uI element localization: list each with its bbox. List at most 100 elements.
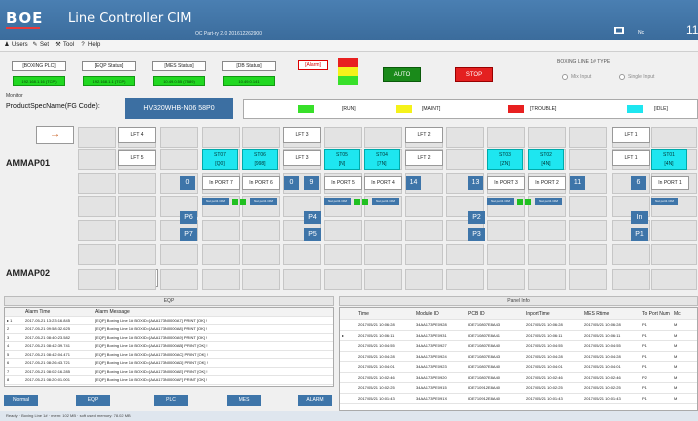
menu-tool[interactable]: ⚒ Tool <box>55 42 75 48</box>
in-port[interactable]: In PORT 4 <box>364 176 402 190</box>
alarm-indicator[interactable]: [Alarm] <box>298 60 328 70</box>
table-row[interactable]: 2017/05/21 10:04:01 34AA173PE0923 IDE71080… <box>340 362 697 373</box>
conveyor-cell <box>364 220 402 241</box>
conveyor-cell <box>118 220 156 241</box>
in-port[interactable]: In PORT 7 <box>202 176 240 190</box>
help-icon: ? <box>81 42 85 48</box>
table-row[interactable]: ▸ 2017/05/21 10:06:11 34AA173PE0931 IDE7108… <box>340 331 697 341</box>
users-icon: ♟ <box>4 42 10 48</box>
lft-box[interactable]: LFT 3 <box>283 150 321 166</box>
normal-button[interactable]: Normal <box>4 395 38 406</box>
menu-bar: ♟ Users ✎ Set ⚒ Tool ? Help <box>0 40 698 52</box>
lft-box[interactable]: LFT 2 <box>405 127 443 143</box>
user-label: Nc <box>638 30 645 36</box>
conveyor-cell <box>78 127 116 148</box>
cim-led <box>362 199 368 205</box>
port-id: In <box>631 211 648 224</box>
table-row[interactable]: 2017/05/21 10:01:43 34AA173PE091X IDE71091… <box>340 394 697 404</box>
table-row[interactable]: 5 2017-05-21 08:42:04.471 [EQP] Boxing Lin… <box>5 351 333 359</box>
table-row[interactable]: 2017/05/21 10:06:28 34AA173PE0928 IDE71080… <box>340 320 697 331</box>
station-st07[interactable]: ST07 [Q0] <box>202 149 238 170</box>
user-icon[interactable] <box>614 26 624 35</box>
mes-button[interactable]: MES <box>227 395 261 406</box>
conveyor-cell <box>324 244 362 265</box>
conveyor-cell <box>202 269 240 290</box>
station-st05[interactable]: ST05 [N] <box>324 149 360 170</box>
in-port[interactable]: In PORT 1 <box>651 176 689 190</box>
conveyor-cell <box>569 196 607 217</box>
in-port[interactable]: In PORT 5 <box>324 176 362 190</box>
panel-info-rows: 2017/05/21 10:06:28 34AA173PE0928 IDE71080… <box>340 320 697 404</box>
conveyor-cell <box>78 196 116 217</box>
conveyor-cell <box>160 244 198 265</box>
conveyor-cell <box>324 127 362 148</box>
monitor-label: Monitor <box>6 93 23 99</box>
cim-indicator: Net port1 CIM <box>487 198 514 205</box>
alarm-button[interactable]: ALARM <box>298 395 332 406</box>
station-st06[interactable]: ST06 [998] <box>242 149 278 170</box>
station-st03[interactable]: ST03 [ZN] <box>487 149 523 170</box>
status-bar: Ready · Boxing Line 1# · mem: 102 MB · s… <box>0 411 698 421</box>
conveyor-cell <box>324 220 362 241</box>
panel-info-table: Time Module ID PCB ID InportTime MES Rti… <box>339 307 698 411</box>
table-header: Time Module ID PCB ID InportTime MES Rti… <box>340 308 697 320</box>
table-row[interactable]: 7 2017-05-21 08:02:16.285 [EQP] Boxing Lin… <box>5 368 333 376</box>
station-st01[interactable]: ST01 [4N] <box>651 149 687 170</box>
conveyor-cell <box>446 244 484 265</box>
port-id: P4 <box>304 211 321 224</box>
cim-led <box>354 199 360 205</box>
conveyor-cell <box>446 269 484 290</box>
table-row[interactable]: ▸ 1 2017-05-21 13:23:16.845 [EQP] Boxing L… <box>5 317 333 325</box>
conveyor-cell <box>405 196 443 217</box>
conveyor-cell <box>78 244 116 265</box>
conveyor-cell <box>528 220 566 241</box>
lft-box[interactable]: LFT 5 <box>118 150 156 166</box>
boxing-type-title: BOXING LINE 1# TYPE <box>557 59 611 65</box>
in-port[interactable]: In PORT 3 <box>487 176 525 190</box>
mes-status-value: 10.49.0.55 (7589) <box>153 76 205 86</box>
eqp-rows: ▸ 1 2017-05-21 13:23:16.845 [EQP] Boxing L… <box>5 317 333 385</box>
table-row[interactable]: 3 2017-05-21 08:40:23.582 [EQP] Boxing Lin… <box>5 334 333 342</box>
eqp-button[interactable]: EQP <box>76 395 110 406</box>
line-label-top: AMMAP01 <box>6 158 51 168</box>
menu-users[interactable]: ♟ Users <box>4 42 28 48</box>
table-row[interactable]: 8 2017-05-21 08:20:01.001 [EQP] Boxing Lin… <box>5 376 333 385</box>
table-row[interactable]: 2017/05/21 10:04:28 34AA173PE0924 IDE71080… <box>340 352 697 362</box>
legend-idle-swatch <box>627 105 643 113</box>
table-row[interactable]: 4 2017-05-21 08:42:39.741 [EQP] Boxing Lin… <box>5 342 333 351</box>
in-port[interactable]: In PORT 2 <box>528 176 566 190</box>
menu-set[interactable]: ✎ Set <box>32 42 50 48</box>
table-row[interactable]: 2017/05/21 10:02:25 34AA173PE0915 IDE71091… <box>340 383 697 394</box>
table-row[interactable]: 6 2017-05-21 08:26:43.721 [EQP] Boxing Lin… <box>5 359 333 368</box>
conveyor-cell <box>651 127 697 148</box>
table-row[interactable]: 2017/05/21 10:02:46 34AA173PE0920 IDE71080… <box>340 373 697 383</box>
station-st04[interactable]: ST04 [7N] <box>364 149 400 170</box>
plc-button[interactable]: PLC <box>154 395 188 406</box>
lft-box[interactable]: LFT 2 <box>405 150 443 166</box>
db-status-label: [DB Status] <box>222 61 276 71</box>
conveyor-cell <box>405 220 443 241</box>
station-st02[interactable]: ST02 [4N] <box>528 149 564 170</box>
set-icon: ✎ <box>32 42 38 48</box>
single-input-radio[interactable]: Single Input <box>619 74 654 80</box>
conveyor-cell <box>118 196 156 217</box>
mix-input-radio[interactable]: Mix Input <box>562 74 591 80</box>
mes-status-label: [MES Status] <box>152 61 206 71</box>
conveyor-cell <box>612 244 650 265</box>
cim-indicator: Net port1 CIM <box>250 198 277 205</box>
lft-box[interactable]: LFT 4 <box>118 127 156 143</box>
port-id: P2 <box>468 211 485 224</box>
conveyor-cell <box>242 220 280 241</box>
auto-button[interactable]: AUTO <box>383 67 421 82</box>
conveyor-cell <box>160 269 198 290</box>
conveyor-cell <box>528 244 566 265</box>
lft-box[interactable]: LFT 1 <box>612 150 650 166</box>
lft-box[interactable]: LFT 1 <box>612 127 650 143</box>
in-port[interactable]: In PORT 6 <box>242 176 280 190</box>
lft-box[interactable]: LFT 3 <box>283 127 321 143</box>
table-row[interactable]: 2017/05/21 10:04:55 34AA173PE0927 IDE71080… <box>340 341 697 352</box>
stop-button[interactable]: STOP <box>455 67 493 82</box>
conveyor-cell <box>569 244 607 265</box>
table-row[interactable]: 2 2017-05-21 09:58:32.625 [EQP] Boxing Lin… <box>5 325 333 334</box>
menu-help[interactable]: ? Help <box>81 42 101 48</box>
